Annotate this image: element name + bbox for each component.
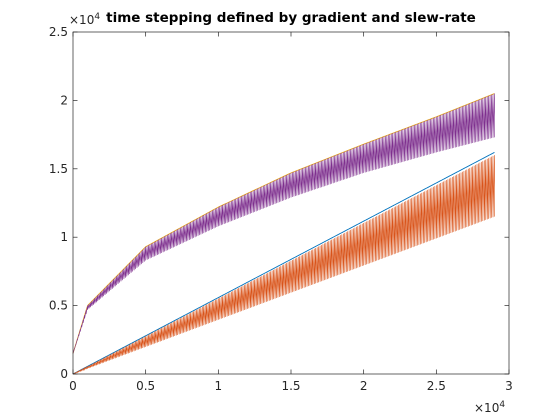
y-tick-label: 1.5: [49, 162, 68, 176]
x-tick-label: 0: [69, 379, 77, 393]
series-layer: [72, 93, 495, 375]
y-tick-label: 2: [60, 93, 68, 107]
series-line-4: [72, 93, 495, 354]
tick-layer: 0 0.5 1 1.5 2 2.5 3 0 0.5 1 1.5 2 2.5: [49, 25, 513, 393]
x-axis-exponent: 4: [499, 400, 505, 410]
y-tick-label: 0.5: [49, 299, 68, 313]
x-tick-label: 1: [215, 379, 223, 393]
y-tick-label: 2.5: [49, 25, 68, 39]
x-tick-label: 3: [505, 379, 513, 393]
y-tick-label: 0: [60, 367, 68, 381]
y-axis-exponent: 4: [94, 12, 100, 22]
series-line-2: [72, 155, 495, 375]
series-line-1: [72, 151, 495, 375]
x-tick-label: 0.5: [136, 379, 155, 393]
chart-title: time stepping defined by gradient and sl…: [106, 10, 476, 26]
y-axis-multiplier: ×104: [69, 12, 100, 27]
x-tick-label: 2.5: [427, 379, 446, 393]
x-tick-label: 2: [360, 379, 368, 393]
y-tick-label: 1: [60, 230, 68, 244]
x-axis-multiplier: ×104: [474, 400, 505, 415]
x-tick-label: 1.5: [281, 379, 300, 393]
